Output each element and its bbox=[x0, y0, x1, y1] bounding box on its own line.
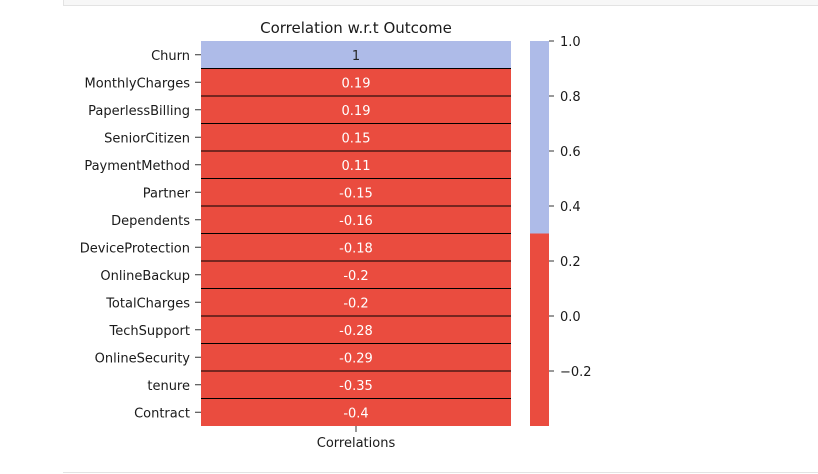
cell-value-label: 0.19 bbox=[342, 76, 371, 91]
row-label: Dependents bbox=[111, 214, 190, 229]
notebook-cell-top-edge bbox=[63, 0, 818, 6]
cell-value-label: -0.2 bbox=[343, 269, 368, 284]
colorbar-low-segment bbox=[530, 233, 549, 426]
row-label: SeniorCitizen bbox=[104, 131, 190, 146]
heatmap-cell bbox=[201, 261, 511, 289]
row-label: OnlineSecurity bbox=[95, 351, 191, 366]
cell-value-label: 0.15 bbox=[342, 131, 371, 146]
heatmap-cell bbox=[201, 206, 511, 234]
cell-value-label: -0.4 bbox=[343, 406, 368, 421]
row-label: PaymentMethod bbox=[84, 159, 190, 174]
cell-value-label: -0.28 bbox=[339, 324, 373, 339]
cell-value-label: 0.19 bbox=[342, 104, 371, 119]
heatmap-cell bbox=[201, 233, 511, 261]
colorbar-tick-label: 0.0 bbox=[560, 310, 581, 325]
cell-value-label: -0.29 bbox=[339, 351, 373, 366]
row-label: TechSupport bbox=[108, 324, 190, 339]
row-label: PaperlessBilling bbox=[88, 104, 190, 119]
colorbar-tick-label: 0.4 bbox=[560, 200, 581, 215]
cell-value-label: -0.2 bbox=[343, 296, 368, 311]
row-label: TotalCharges bbox=[105, 296, 190, 311]
heatmap-cell bbox=[201, 151, 511, 179]
heatmap-cell bbox=[201, 123, 511, 151]
x-tick-label: Correlations bbox=[317, 436, 396, 451]
cell-value-label: -0.16 bbox=[339, 214, 373, 229]
row-label: OnlineBackup bbox=[100, 269, 190, 284]
row-label: Partner bbox=[143, 186, 191, 201]
row-label: tenure bbox=[147, 379, 190, 394]
colorbar-tick-label: 1.0 bbox=[560, 35, 581, 50]
heatmap-cell bbox=[201, 68, 511, 96]
heatmap-cell bbox=[201, 41, 511, 69]
cell-value-label: -0.35 bbox=[339, 379, 373, 394]
row-label: MonthlyCharges bbox=[85, 76, 191, 91]
x-axis: Correlations bbox=[317, 426, 396, 451]
heatmap-cell bbox=[201, 178, 511, 206]
colorbar: 1.0 0.8 0.6 0.4 0.2 0.0 −0.2 bbox=[530, 35, 592, 426]
row-label: Churn bbox=[151, 49, 190, 64]
row-label: Contract bbox=[134, 406, 190, 421]
heatmap-cell bbox=[201, 398, 511, 426]
heatmap-cell bbox=[201, 288, 511, 316]
notebook-cell-bottom-edge bbox=[63, 472, 818, 473]
colorbar-tick-label: −0.2 bbox=[560, 365, 592, 380]
heatmap-cells: 1 0.19 0.19 0.15 0.11 -0.15 -0.16 -0.18 -0.2 -0.2… bbox=[201, 41, 511, 426]
heatmap-cell bbox=[201, 371, 511, 399]
colorbar-tick-label: 0.8 bbox=[560, 90, 581, 105]
colorbar-tick-label: 0.2 bbox=[560, 255, 581, 270]
chart-title: Correlation w.r.t Outcome bbox=[260, 19, 452, 37]
cell-value-label: 1 bbox=[352, 49, 360, 64]
colorbar-tick-label: 0.6 bbox=[560, 145, 581, 160]
heatmap-cell bbox=[201, 343, 511, 371]
row-label: DeviceProtection bbox=[80, 241, 190, 256]
colorbar-high-segment bbox=[530, 41, 549, 234]
heatmap-cell bbox=[201, 96, 511, 124]
heatmap-cell bbox=[201, 316, 511, 344]
row-labels: Churn MonthlyCharges PaperlessBilling Senio… bbox=[80, 49, 201, 421]
cell-value-label: -0.15 bbox=[339, 186, 373, 201]
cell-value-label: 0.11 bbox=[342, 159, 371, 174]
cell-value-label: -0.18 bbox=[339, 241, 373, 256]
